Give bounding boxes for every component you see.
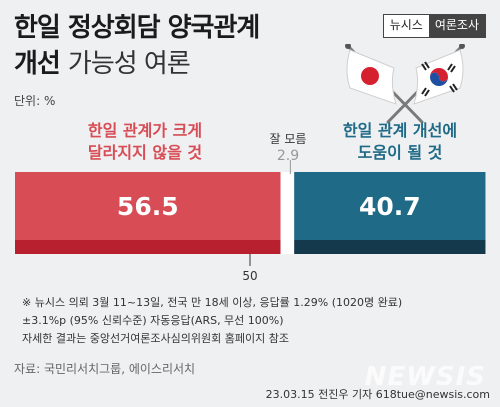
category-left-line2: 달라지지 않을 것 xyxy=(87,143,203,162)
bar-segment-improve-strip xyxy=(294,240,486,254)
category-right-line1: 한일 관계 개선에 xyxy=(342,121,458,140)
value-label-mid: 2.9 xyxy=(276,148,300,164)
badge-part2: 여론조사 xyxy=(428,15,485,37)
bar-segment-not-change xyxy=(15,172,281,240)
unit-label: 단위: % xyxy=(14,94,56,108)
badge-part1: 뉴시스 xyxy=(389,18,423,32)
newsis-watermark: NEWSIS xyxy=(364,362,486,392)
midline-label: 50 xyxy=(242,269,257,283)
category-left-line1: 한일 관계가 크게 xyxy=(87,121,203,140)
bar-segment-not-change-strip xyxy=(15,240,281,254)
chart-title: 한일 정상회담 양국관계 개선 가능성 여론 xyxy=(14,10,260,82)
category-label-right: 한일 관계 개선에 도움이 될 것 xyxy=(310,120,490,164)
survey-notes: ※ 뉴시스 의뢰 3월 11~13일, 전국 만 18세 이상, 응답률 1.2… xyxy=(22,294,402,348)
newsis-poll-badge: 뉴시스 여론조사 xyxy=(382,14,486,38)
value-label-not-change: 56.5 xyxy=(117,192,179,221)
note-line3: 자세한 결과는 중앙선거여론조사심의위원회 홈페이지 참조 xyxy=(22,332,289,345)
category-label-mid: 잘 모름 xyxy=(269,132,307,146)
stacked-bar-chart: 56.5 40.7 50 xyxy=(15,160,486,283)
source-text: 자료: 국민리서치그룹, 에이스리서치 xyxy=(14,362,196,376)
title-line2-light: 가능성 여론 xyxy=(67,49,191,79)
value-label-improve: 40.7 xyxy=(359,192,421,221)
bar-segment-dont-know xyxy=(280,172,295,240)
bar-segment-improve xyxy=(294,172,486,240)
bar-segment-dont-know-strip xyxy=(280,240,295,254)
category-label-left: 한일 관계가 크게 달라지지 않을 것 xyxy=(40,120,250,164)
title-line1: 한일 정상회담 양국관계 xyxy=(14,13,260,43)
japan-korea-crossed-flags-icon xyxy=(345,44,465,124)
title-line2-bold: 개선 xyxy=(14,49,61,79)
category-right-line2: 도움이 될 것 xyxy=(357,143,443,162)
credit-text: 23.03.15 전진우 기자 618tue@newsis.com xyxy=(265,388,490,401)
note-line2: ±3.1%p (95% 신뢰수준) 자동응답(ARS, 무선 100%) xyxy=(22,314,284,327)
note-line1: ※ 뉴시스 의뢰 3월 11~13일, 전국 만 18세 이상, 응답률 1.2… xyxy=(22,296,403,309)
